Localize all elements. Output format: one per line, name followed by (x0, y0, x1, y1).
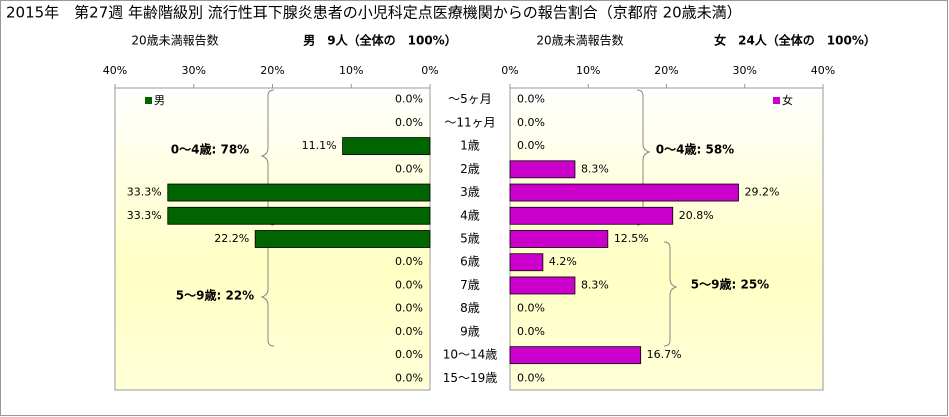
value-label: 29.2% (744, 186, 779, 199)
x-tick-label: 40% (811, 64, 835, 77)
bar (509, 206, 674, 225)
value-label: 0.0% (395, 302, 423, 315)
value-label: 0.0% (517, 371, 545, 384)
category-label: 8歳 (460, 301, 480, 315)
category-label: 3歳 (460, 185, 480, 199)
value-label: 22.2% (214, 232, 249, 245)
category-label: 5歳 (460, 232, 480, 246)
category-label: 4歳 (460, 208, 480, 222)
x-tick-label: 0% (421, 64, 438, 77)
x-tick-label: 20% (260, 64, 284, 77)
bar (509, 346, 642, 365)
count-label: 男 9人（全体の 100%） (303, 33, 456, 48)
legend-label: 男 (154, 94, 165, 107)
header-label: 20歳未満報告数 (536, 33, 623, 48)
bar (509, 230, 609, 248)
bar (167, 183, 431, 202)
legend-swatch (773, 97, 780, 104)
bar (167, 206, 431, 225)
bar (509, 276, 576, 295)
annotation: 0～4歳: 58% (656, 142, 734, 157)
bar (509, 160, 576, 179)
value-label: 0.0% (517, 93, 545, 106)
category-label: 15～19歳 (443, 371, 498, 385)
category-label: 2歳 (460, 162, 480, 176)
x-tick-label: 30% (733, 64, 757, 77)
legend-label: 女 (782, 93, 793, 107)
chart-title: 2015年 第27週 年齢階級別 流行性耳下腺炎患者の小児科定点医療機関からの報… (6, 4, 742, 22)
value-label: 0.0% (395, 116, 423, 129)
value-label: 12.5% (614, 232, 649, 245)
x-tick-label: 0% (501, 64, 518, 77)
value-label: 0.0% (395, 371, 423, 384)
value-label: 33.3% (127, 209, 162, 222)
category-label: ～11ヶ月 (444, 115, 495, 129)
x-tick-label: 10% (339, 64, 363, 77)
value-label: 0.0% (517, 302, 545, 315)
value-label: 11.1% (302, 139, 337, 152)
annotation: 0～4歳: 78% (171, 142, 249, 157)
annotation: 5～9歳: 22% (176, 288, 254, 303)
value-label: 0.0% (395, 325, 423, 338)
value-label: 20.8% (679, 209, 714, 222)
value-label: 0.0% (517, 139, 545, 152)
annotation: 5～9歳: 25% (691, 277, 769, 292)
bar (509, 253, 544, 272)
value-label: 16.7% (647, 348, 682, 361)
value-label: 0.0% (395, 93, 423, 106)
x-tick-label: 10% (576, 64, 600, 77)
category-label: ～5ヶ月 (448, 92, 492, 106)
x-tick-label: 40% (103, 64, 127, 77)
value-label: 8.3% (581, 278, 609, 291)
category-label: 10～14歳 (443, 348, 498, 362)
value-label: 0.0% (395, 278, 423, 291)
value-label: 0.0% (395, 348, 423, 361)
count-label: 女 24人（全体の 100%） (714, 33, 876, 48)
bracket (663, 241, 678, 347)
bar (254, 230, 431, 248)
value-label: 0.0% (517, 116, 545, 129)
value-label: 8.3% (581, 162, 609, 175)
header-label: 20歳未満報告数 (131, 33, 218, 48)
value-label: 0.0% (517, 325, 545, 338)
value-label: 0.0% (395, 162, 423, 175)
category-label: 6歳 (460, 255, 480, 269)
value-label: 33.3% (127, 186, 162, 199)
value-label: 0.0% (395, 255, 423, 268)
x-tick-label: 30% (182, 64, 206, 77)
legend-swatch (145, 97, 152, 104)
bar (509, 183, 739, 202)
category-label: 7歳 (460, 278, 480, 292)
category-label: 1歳 (460, 139, 480, 153)
x-tick-label: 20% (654, 64, 678, 77)
value-label: 4.2% (549, 255, 577, 268)
bar (342, 137, 431, 155)
category-label: 9歳 (460, 324, 480, 338)
